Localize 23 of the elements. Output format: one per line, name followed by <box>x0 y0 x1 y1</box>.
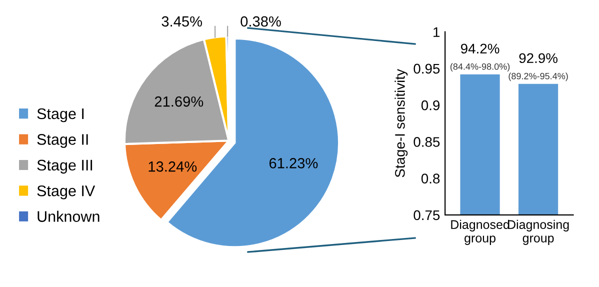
y-tick-label: 1 <box>434 27 440 37</box>
x-tick-label: Diagnosing group <box>508 220 569 245</box>
y-tick-label: 0.8 <box>421 174 440 184</box>
annotation: (84.4%-98.0%) <box>450 63 510 72</box>
y-axis-title: Stage-I sensitivity <box>394 69 408 178</box>
data-label: 61.23% <box>269 158 318 168</box>
data-label: 92.9% <box>519 53 558 64</box>
y-tick-label: 0.9 <box>421 100 440 110</box>
legend-label: Stage II <box>37 134 88 148</box>
legend-label: Stage I <box>37 108 84 122</box>
legend-label: Stage III <box>37 160 92 174</box>
legend-label: Unknown <box>38 210 100 222</box>
y-tick-label: 0.95 <box>414 64 440 74</box>
data-label: 94.2% <box>460 44 500 54</box>
x-tick-label: Diagnosed group <box>451 220 510 245</box>
data-label: 21.69% <box>154 96 204 107</box>
annotation: (89.2%-95.4%) <box>508 72 568 82</box>
data-label: 3.45% <box>162 16 202 27</box>
data-label: 13.24% <box>148 161 197 172</box>
y-tick-label: 0.85 <box>414 137 440 147</box>
legend-label: Stage IV <box>37 185 96 200</box>
y-tick-label: 0.75 <box>414 210 440 220</box>
data-label: 0.38% <box>240 16 281 27</box>
